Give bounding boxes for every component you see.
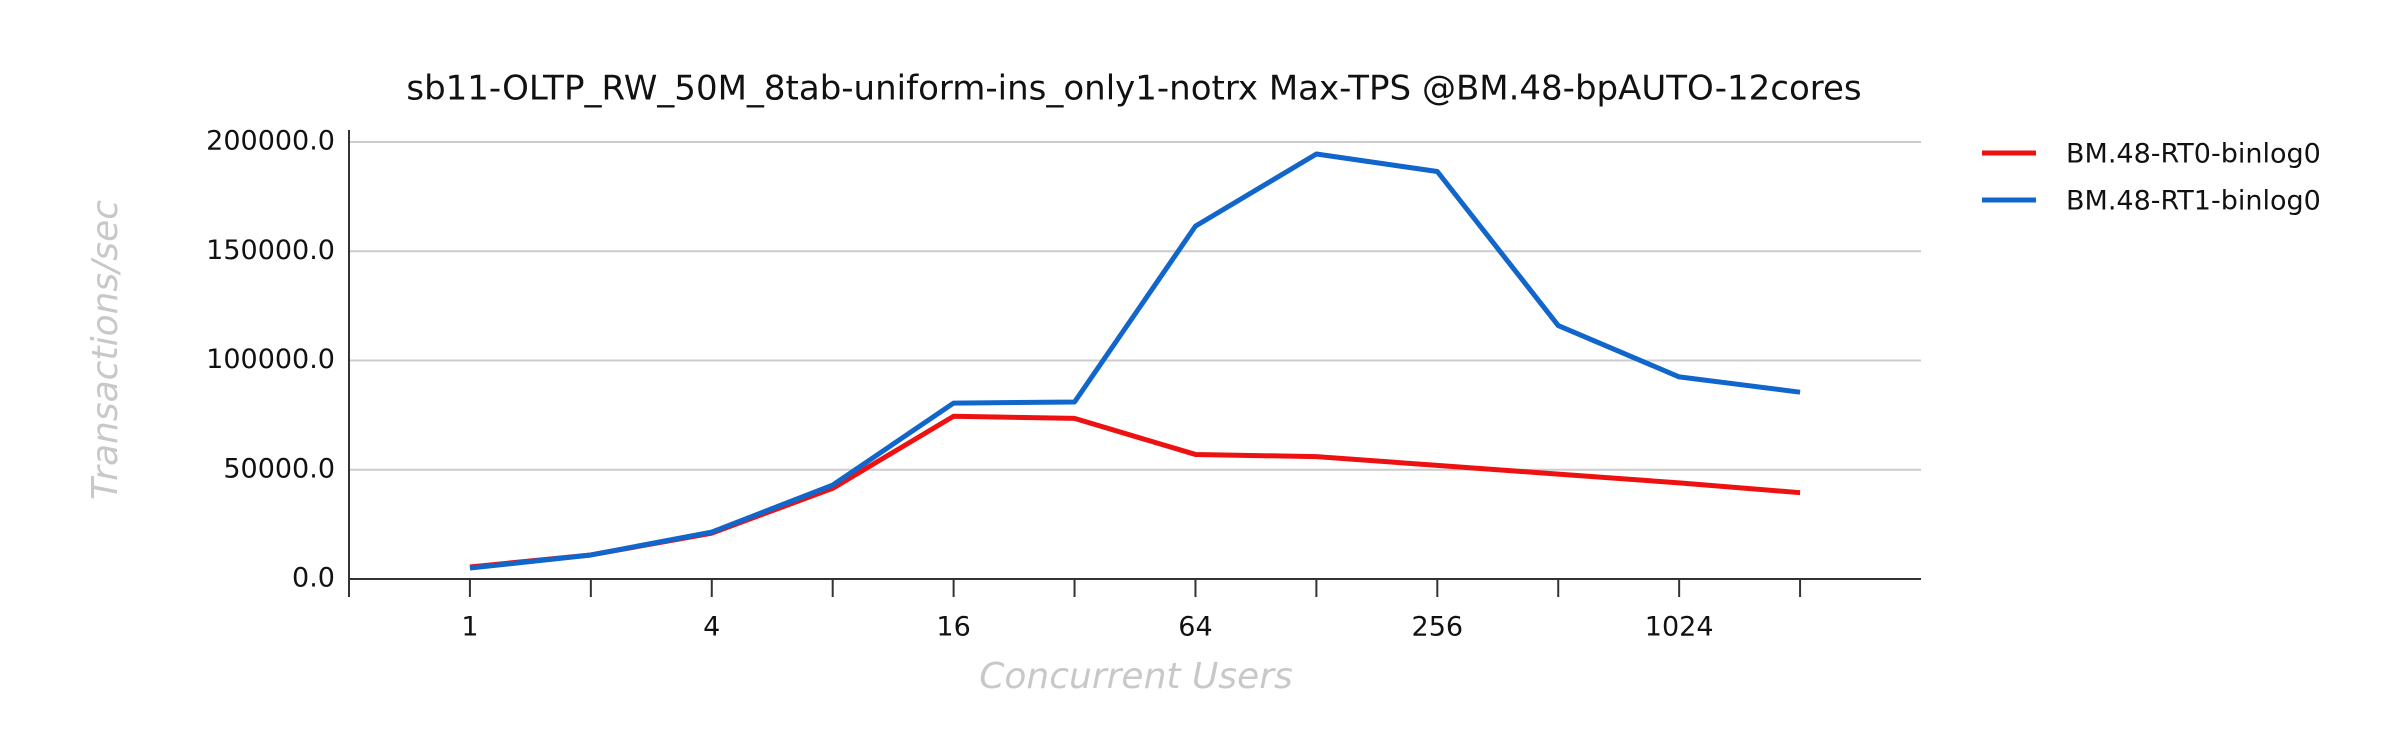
series-line bbox=[469, 151, 1801, 571]
x-tick-label: 256 bbox=[1412, 612, 1464, 643]
y-axis-title: Transactions/sec bbox=[85, 200, 126, 500]
legend-label: BM.48-RT1-binlog0 bbox=[2066, 186, 2321, 217]
x-tick-label: 1024 bbox=[1645, 612, 1714, 643]
x-tick-label: 64 bbox=[1178, 612, 1212, 643]
x-tick-label: 4 bbox=[703, 612, 720, 643]
x-axis-title: Concurrent Users bbox=[979, 656, 1293, 697]
series-line bbox=[469, 413, 1801, 570]
y-tick-label: 100000.0 bbox=[206, 344, 335, 375]
legend-label: BM.48-RT0-binlog0 bbox=[2066, 139, 2321, 170]
x-tick-label: 16 bbox=[936, 612, 970, 643]
y-tick-label: 200000.0 bbox=[206, 126, 335, 157]
y-tick-label: 50000.0 bbox=[223, 453, 335, 484]
y-tick-label: 0.0 bbox=[292, 563, 335, 594]
chart-title: sb11-OLTP_RW_50M_8tab-uniform-ins_only1-… bbox=[406, 69, 1861, 109]
x-tick-label: 1 bbox=[461, 612, 478, 643]
y-tick-label: 150000.0 bbox=[206, 235, 335, 266]
